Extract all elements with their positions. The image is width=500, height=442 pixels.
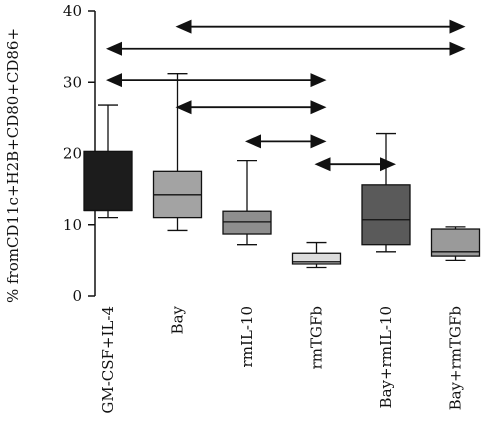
boxes — [83, 73, 481, 269]
arrow-head-right — [310, 73, 327, 88]
box-body — [361, 184, 411, 246]
x-category-label: rmIL-10 — [238, 306, 256, 367]
y-tick-label: 20 — [63, 145, 82, 163]
x-category-label: Bay+rmIL-10 — [377, 306, 395, 408]
comparison-arrow — [106, 41, 466, 56]
arrow-head-right — [310, 100, 327, 115]
box-body — [291, 252, 342, 265]
comparison-arrow — [314, 157, 396, 172]
arrow-head-left — [106, 73, 122, 88]
box-bay-rmtgfb — [430, 226, 481, 262]
arrow-head-right — [310, 134, 327, 149]
arrow-head-right — [380, 157, 396, 172]
x-category-label: GM-CSF+IL-4 — [99, 306, 117, 414]
arrow-head-left — [106, 41, 122, 56]
x-category-label: Bay — [169, 305, 187, 334]
box-rmtgfb — [291, 241, 342, 269]
box-gm-csf-il-4 — [83, 104, 133, 219]
comparison-arrows — [106, 19, 466, 172]
arrow-head-left — [175, 19, 192, 34]
comparison-arrow — [175, 100, 327, 115]
box-body — [222, 210, 272, 235]
x-category-label: rmTGFb — [308, 306, 326, 369]
box-bay-rmil-10 — [361, 132, 411, 253]
box-bay — [152, 73, 203, 232]
y-axis-title: % fromCD11c+H2B+CD80+CD86+ — [4, 28, 22, 303]
arrow-head-right — [449, 19, 466, 34]
y-tick-label: 10 — [63, 216, 82, 234]
y-tick-label: 30 — [63, 73, 82, 91]
x-axis: GM-CSF+IL-4 Bay rmIL-10 rmTGFb Bay+rmIL-10 Ba… — [99, 305, 465, 413]
x-category-label: Bay+rmTGFb — [447, 306, 465, 410]
y-tick-label: 0 — [72, 287, 82, 305]
box-rmil-10 — [222, 159, 272, 246]
box-body — [83, 150, 133, 212]
y-tick-label: 40 — [63, 2, 82, 20]
arrow-head-left — [314, 157, 331, 172]
comparison-arrow — [175, 19, 466, 34]
arrow-head-right — [449, 41, 466, 56]
comparison-arrow — [106, 73, 327, 88]
arrow-head-left — [245, 134, 261, 149]
arrow-head-left — [175, 100, 192, 115]
comparison-arrow — [245, 134, 327, 149]
